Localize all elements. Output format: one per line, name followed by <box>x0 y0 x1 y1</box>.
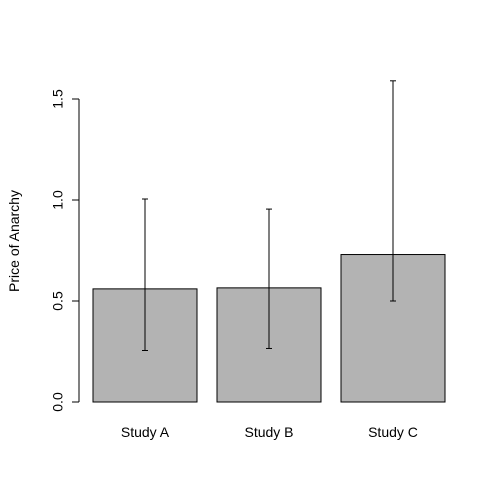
y-tick-label: 1.0 <box>50 190 66 210</box>
y-tick-label: 0.5 <box>50 291 66 311</box>
x-category-label: Study C <box>368 424 418 440</box>
x-category-label: Study A <box>121 424 170 440</box>
y-tick-label: 1.5 <box>50 89 66 109</box>
y-tick-label: 0.0 <box>50 392 66 412</box>
error-bars <box>142 80 396 351</box>
x-axis-labels: Study A Study B Study C <box>121 424 418 440</box>
x-category-label: Study B <box>244 424 293 440</box>
y-axis: 0.0 0.5 1.0 1.5 <box>50 89 80 412</box>
y-axis-title: Price of Anarchy <box>6 190 22 292</box>
